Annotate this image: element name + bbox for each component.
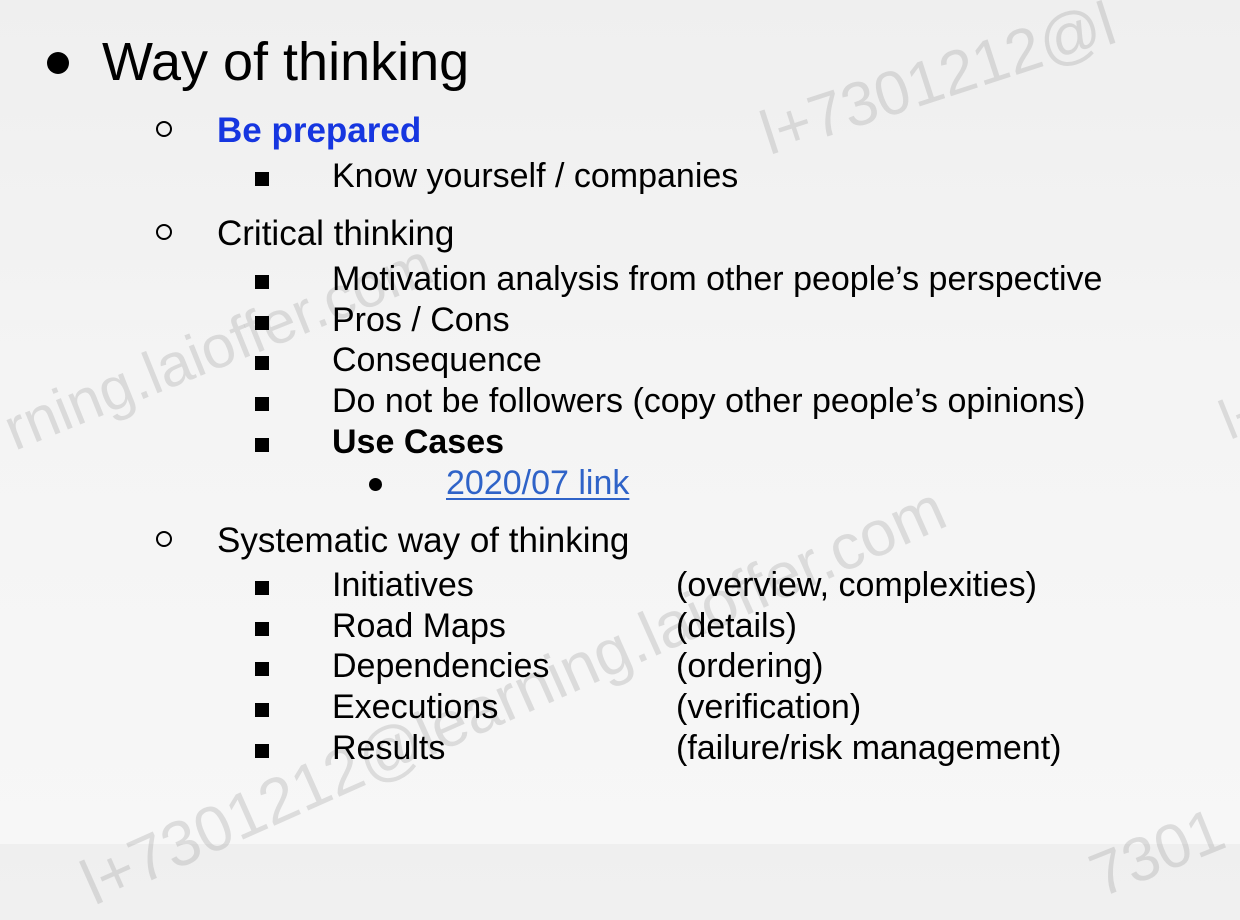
bullet-square-icon [255,622,269,636]
list-item: Do not be followers (copy other people’s… [332,382,1086,420]
list-item-name: Road Maps [332,607,506,645]
list-item-name: Executions [332,688,499,726]
list-item-note: (details) [676,607,797,645]
bullet-square-icon [255,397,269,411]
slide-title: Way of thinking [102,32,470,92]
list-item: Motivation analysis from other people’s … [332,260,1103,298]
list-item-name: Results [332,729,446,767]
section-heading-be-prepared: Be prepared [217,111,422,150]
watermark-right-edge: l+ [1210,376,1240,452]
list-item-note: (failure/risk management) [676,729,1062,767]
list-item-note: (ordering) [676,647,824,685]
bullet-dot-icon [369,478,382,491]
list-item: Consequence [332,341,542,379]
bullet-square-icon [255,581,269,595]
section-heading-systematic: Systematic way of thinking [217,521,630,560]
bullet-square-icon [255,703,269,717]
list-item: Know yourself / companies [332,157,739,195]
bullet-circle-icon [156,121,172,137]
link-2020-07[interactable]: 2020/07 link [446,464,630,502]
bullet-square-icon [255,316,269,330]
bullet-square-icon [255,275,269,289]
list-item-note: (verification) [676,688,862,726]
bullet-square-icon [255,356,269,370]
list-item-note: (overview, complexities) [676,566,1037,604]
bullet-square-icon [255,172,269,186]
section-heading-critical-thinking: Critical thinking [217,214,455,253]
bullet-circle-icon [156,224,172,240]
list-item-use-cases: Use Cases [332,423,505,461]
bullet-square-icon [255,662,269,676]
bullet-square-icon [255,744,269,758]
watermark-top-right: l+7301212@l [752,0,1124,169]
bullet-circle-icon [156,531,172,547]
watermark-bottom-right: 7301 [1080,795,1235,911]
bullet-disc-icon [47,52,69,74]
bullet-square-icon [255,438,269,452]
list-item-name: Initiatives [332,566,474,604]
list-item: Pros / Cons [332,301,510,339]
list-item-name: Dependencies [332,647,550,685]
